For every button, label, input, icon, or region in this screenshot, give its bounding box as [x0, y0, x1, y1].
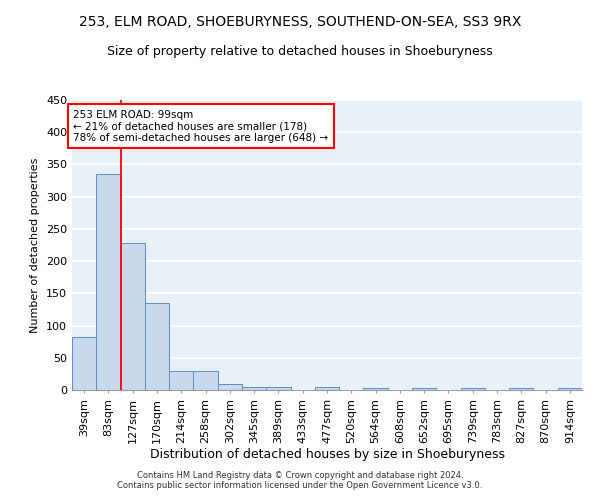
X-axis label: Distribution of detached houses by size in Shoeburyness: Distribution of detached houses by size … — [149, 448, 505, 462]
Bar — [266, 387, 290, 390]
Bar — [315, 387, 339, 390]
Bar — [412, 388, 436, 390]
Bar — [558, 388, 582, 390]
Text: 253, ELM ROAD, SHOEBURYNESS, SOUTHEND-ON-SEA, SS3 9RX: 253, ELM ROAD, SHOEBURYNESS, SOUTHEND-ON… — [79, 15, 521, 29]
Bar — [96, 174, 121, 390]
Bar — [364, 388, 388, 390]
Bar — [121, 243, 145, 390]
Bar — [169, 370, 193, 390]
Bar — [509, 388, 533, 390]
Bar — [72, 336, 96, 390]
Text: Contains HM Land Registry data © Crown copyright and database right 2024.
Contai: Contains HM Land Registry data © Crown c… — [118, 470, 482, 490]
Y-axis label: Number of detached properties: Number of detached properties — [31, 158, 40, 332]
Bar — [242, 387, 266, 390]
Bar — [145, 303, 169, 390]
Text: Size of property relative to detached houses in Shoeburyness: Size of property relative to detached ho… — [107, 45, 493, 58]
Bar — [218, 384, 242, 390]
Bar — [193, 370, 218, 390]
Bar — [461, 388, 485, 390]
Text: 253 ELM ROAD: 99sqm
← 21% of detached houses are smaller (178)
78% of semi-detac: 253 ELM ROAD: 99sqm ← 21% of detached ho… — [73, 110, 328, 143]
